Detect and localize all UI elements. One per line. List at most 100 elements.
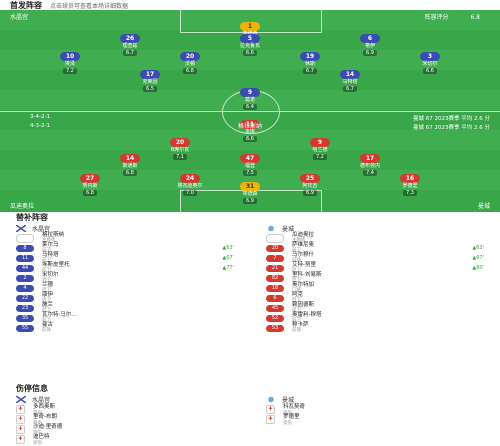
bench-row[interactable]: 11 马特塔 前卫 ▲67' bbox=[0, 252, 250, 263]
home-bench-team-name: 水晶宫 bbox=[32, 225, 51, 233]
injury-row[interactable]: ✚ 里奇-布朗 受伤 bbox=[16, 414, 250, 426]
home-player[interactable]: 19 休斯 6.7 bbox=[280, 52, 340, 74]
home-player[interactable]: 20 沃顿 6.8 bbox=[160, 52, 220, 74]
injury-cross-icon: ✚ bbox=[16, 414, 25, 424]
home-player[interactable]: 10 埃泽 7.2 bbox=[40, 52, 100, 74]
player-name: 拉克鲁瓦 bbox=[239, 43, 260, 49]
jersey-number: 1 bbox=[240, 22, 260, 31]
bench-row[interactable]: 82 里科-刘易斯 后卫 bbox=[250, 272, 500, 283]
home-player[interactable]: 9 莫诺 6.4 bbox=[220, 88, 280, 110]
player-position: 前锋 bbox=[292, 258, 301, 263]
bench-row[interactable]: 21 艾特-努里 后卫 ▲80' bbox=[250, 262, 500, 273]
player-rating: 6.5 bbox=[143, 86, 157, 92]
jersey-number: 31 bbox=[240, 182, 260, 191]
player-name: 哈兰德 bbox=[312, 147, 328, 153]
away-player[interactable]: 9 哈兰德 7.2 bbox=[290, 138, 350, 160]
bench-row[interactable]: 53 穆卡萨 前锋 bbox=[250, 322, 500, 333]
away-player[interactable]: 47 福登 7.5 bbox=[220, 154, 280, 176]
player-name: 沃顿 bbox=[184, 61, 195, 67]
home-team-name[interactable]: 水晶宫 bbox=[10, 13, 29, 21]
injury-cross-icon: ✚ bbox=[16, 434, 25, 444]
bench-row[interactable]: 44 埃斯皮里托 前卫 ▲77' bbox=[0, 262, 250, 273]
home-player[interactable]: 6 格伊 6.9 bbox=[340, 34, 400, 56]
away-player[interactable]: 27 努内斯 6.8 bbox=[60, 174, 120, 196]
penalty-box-top bbox=[180, 10, 322, 33]
bench-row[interactable]: 45 赖因德斯 前卫 bbox=[250, 302, 500, 313]
jersey-number: 17 bbox=[360, 154, 380, 163]
bench-row[interactable]: 55 曼古 前锋 bbox=[0, 322, 250, 333]
injury-row[interactable]: ✚ 科瓦契奇 受伤 bbox=[266, 404, 500, 416]
bench-row[interactable]: 4 兰德 后卫 bbox=[0, 282, 250, 293]
player-name: 阿克 bbox=[292, 292, 304, 298]
away-player[interactable]: 25 阿坎吉 6.9 bbox=[280, 174, 340, 196]
bench-row[interactable]: 18 奥尔特加 门将 bbox=[250, 282, 500, 293]
away-player[interactable]: 11 多库 6.6 bbox=[220, 120, 280, 142]
player-rating: 6.6 bbox=[423, 68, 437, 74]
player-rating: 6.8 bbox=[183, 68, 197, 74]
injury-row[interactable]: ✚ 多西奥斯 受伤 bbox=[16, 404, 250, 416]
home-player[interactable]: 3 米切尔 6.6 bbox=[400, 52, 460, 74]
jersey-number: 11 bbox=[240, 120, 260, 129]
player-name: 德布劳内 bbox=[359, 163, 380, 169]
player-name: 克莱因 bbox=[142, 79, 158, 85]
away-coach-role: 主教练 bbox=[292, 238, 306, 243]
player-name: 里奇-布朗 bbox=[33, 414, 57, 420]
away-player[interactable]: 14 斯通斯 6.8 bbox=[100, 154, 160, 176]
bench-row[interactable]: 22 康伊 后卫 bbox=[0, 292, 250, 303]
player-name: 罗德里 bbox=[402, 183, 418, 189]
player-name: 赖因德斯 bbox=[292, 302, 315, 308]
away-player[interactable]: 31 埃德森 6.9 bbox=[220, 182, 280, 204]
home-player[interactable]: 17 克莱因 6.5 bbox=[120, 70, 180, 92]
away-player[interactable]: 16 罗德里 7.3 bbox=[380, 174, 440, 196]
player-name: 马尔穆什 bbox=[292, 252, 315, 258]
injury-row[interactable]: ✚ 罗德里 受伤 bbox=[266, 414, 500, 426]
player-rating: 7.2 bbox=[63, 68, 77, 74]
away-coach-name: 瓜迪奥拉 bbox=[10, 202, 35, 210]
home-player[interactable]: 5 拉克鲁瓦 6.6 bbox=[220, 34, 280, 56]
center-label: 格拉斯纳 bbox=[237, 123, 262, 130]
away-team-name[interactable]: 曼城 bbox=[477, 202, 490, 210]
player-name: 福登 bbox=[244, 163, 255, 169]
jersey-number: 16 bbox=[400, 174, 420, 183]
home-coach-row[interactable]: 格拉斯纳 主教练 bbox=[0, 232, 250, 243]
injury-row[interactable]: ✚ 沙迪·里奇德 受伤 bbox=[16, 424, 250, 436]
sub-event: ▲67' bbox=[222, 255, 234, 261]
away-player[interactable]: 20 B席尔瓦 7.1 bbox=[150, 138, 210, 160]
pitch-stripe bbox=[0, 130, 500, 150]
player-rating: 7.4 bbox=[363, 170, 377, 176]
player-name: 科瓦契奇 bbox=[283, 404, 306, 410]
bench-row[interactable]: 35 瓦尔特·马尔... 前卫 bbox=[0, 312, 250, 323]
crystal-palace-logo-icon bbox=[16, 395, 26, 403]
home-player[interactable]: 14 马特塔 6.7 bbox=[320, 70, 380, 92]
away-stats: 曼城 67 2023赛季 平均 2.6 分 bbox=[413, 125, 490, 131]
bench-row[interactable]: 8 莱尔马 前卫 ▲63' bbox=[0, 242, 250, 253]
bench-row[interactable]: 23 施兰 后卫 bbox=[0, 302, 250, 313]
player-position: 后卫 bbox=[42, 298, 51, 303]
page-subtitle: 点击球员可查看本场详细数据 bbox=[50, 2, 129, 10]
page-title: 首发阵容 bbox=[10, 0, 42, 10]
away-injury-team-name: 曼城 bbox=[282, 396, 295, 404]
player-position: 后卫 bbox=[42, 278, 51, 283]
bench-row[interactable]: 2 米切尔 后卫 bbox=[0, 272, 250, 283]
away-player[interactable]: 24 格瓦迪奥尔 7.0 bbox=[160, 174, 220, 196]
away-coach-row[interactable]: 瓜迪奥拉 主教练 bbox=[250, 232, 500, 243]
bench-row[interactable]: 7 马尔穆什 前锋 ▲67' bbox=[250, 252, 500, 263]
jersey-number: 2 bbox=[16, 274, 34, 282]
injury-title: 伤停信息 bbox=[16, 384, 48, 393]
away-coach-name: 瓜迪奥拉 bbox=[292, 232, 315, 238]
injury-status: 受伤 bbox=[283, 411, 292, 416]
player-rating: 6.8 bbox=[123, 170, 137, 176]
bench-row[interactable]: 52 奥雷利-穆塔 前卫 bbox=[250, 312, 500, 323]
away-player[interactable]: 17 德布劳内 7.4 bbox=[340, 154, 400, 176]
jersey-number: 47 bbox=[240, 154, 260, 163]
player-position: 前卫 bbox=[42, 318, 51, 323]
bench-row[interactable]: 6 阿克 后卫 bbox=[250, 292, 500, 303]
injury-status: 受伤 bbox=[33, 411, 42, 416]
man-city-logo-icon bbox=[267, 395, 275, 403]
home-stats: 曼城 67 2023赛季 平均 2.6 分 bbox=[413, 116, 490, 122]
bench-row[interactable]: 20 萨维尼奥 前卫 ▲63' bbox=[250, 242, 500, 253]
home-player[interactable]: 26 理查兹 6.7 bbox=[100, 34, 160, 56]
away-bench-head: 曼城 bbox=[266, 223, 500, 233]
player-position: 前卫 bbox=[292, 308, 301, 313]
home-bench: 水晶宫 格拉斯纳 主教练 8 莱尔马 前卫 ▲63' 11 马特塔 前卫 ▲67' 44 埃斯皮里托… bbox=[0, 223, 250, 333]
